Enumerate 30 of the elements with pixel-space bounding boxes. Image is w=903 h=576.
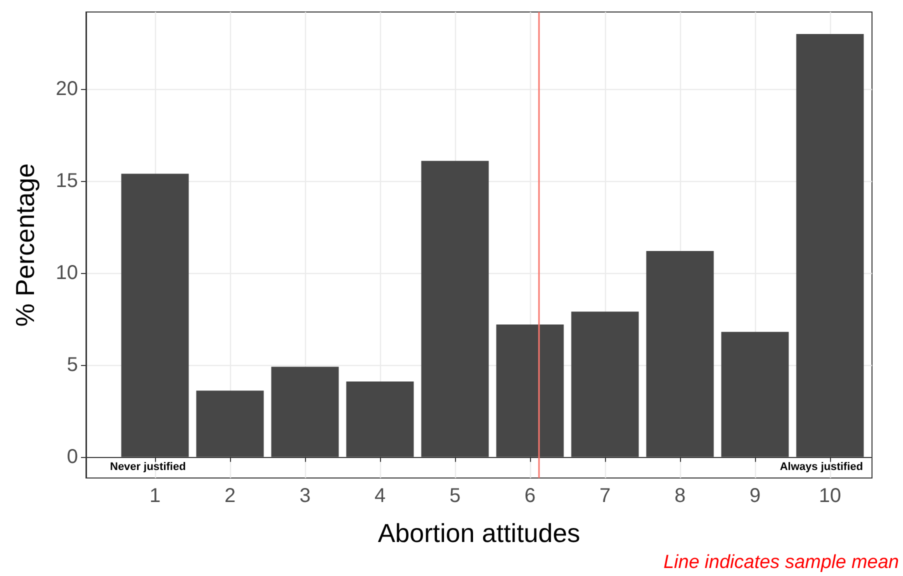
text: Line indicates sample mean [663,552,900,573]
bar [121,174,189,457]
bar [571,312,639,457]
bar [646,250,714,457]
bar [421,160,489,457]
y-tick-label: 0 [66,446,78,468]
bar [796,34,864,457]
y-axis-title: % Percentage [10,163,40,327]
annotation: Never justified [110,461,186,473]
bar [346,381,414,457]
bar [721,332,789,457]
y-tick-label: 10 [56,262,78,284]
x-tick-label: 7 [599,485,611,507]
x-tick-label: 2 [224,485,236,507]
bar [271,366,339,457]
x-tick-label: 6 [524,485,536,507]
x-axis-title: Abortion attitudes [378,518,580,548]
annotation: Always justified [780,461,863,473]
x-tick-label: 10 [818,485,842,507]
x-tick-label: 4 [374,485,386,507]
y-tick-label: 20 [56,78,78,100]
x-tick-label: 1 [149,485,161,507]
y-tick-label: 5 [66,354,78,376]
x-tick-label: 8 [674,485,686,507]
x-tick-label: 3 [299,485,311,507]
y-tick-label: 15 [56,170,78,192]
x-tick-label: 9 [749,485,761,507]
bar [496,324,564,457]
bar [196,390,264,457]
x-tick-label: 5 [449,485,461,507]
